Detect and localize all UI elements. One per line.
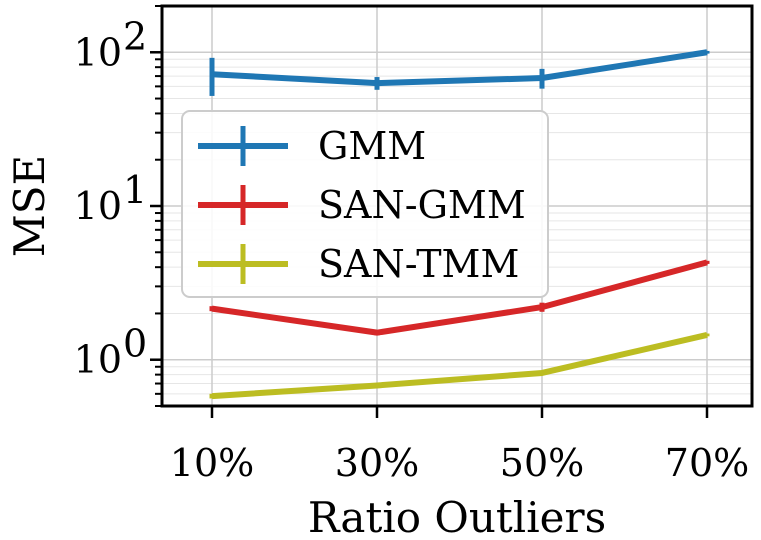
data-point (375, 331, 379, 335)
data-point (210, 307, 214, 311)
x-axis-label: Ratio Outliers (308, 493, 606, 540)
data-point (705, 333, 709, 337)
legend-label: SAN-TMM (318, 242, 519, 286)
legend-label: SAN-GMM (318, 183, 526, 227)
data-point (540, 371, 544, 375)
y-tick-label: 10 (74, 184, 122, 228)
data-point (375, 383, 379, 387)
data-point (540, 305, 544, 309)
x-tick-label: 70% (665, 441, 749, 485)
data-point (375, 81, 379, 85)
x-tick-label: 50% (500, 441, 584, 485)
series-line (211, 331, 708, 400)
series-san-gmm (209, 259, 710, 336)
x-axis: 10% 30% 50% 70% (170, 406, 749, 485)
y-axis-label: MSE (5, 155, 54, 257)
legend-box (181, 110, 549, 298)
legend-entry-gmm: GMM (198, 124, 426, 168)
series-san-tmm (209, 331, 710, 400)
y-tick-label: 10 (74, 30, 122, 74)
data-point (705, 260, 709, 264)
y-tick-exponent: 0 (123, 322, 147, 366)
x-tick-label: 10% (170, 441, 254, 485)
legend-label: GMM (318, 124, 426, 168)
legend-entry-san-gmm: SAN-GMM (198, 183, 526, 227)
series-line (211, 49, 708, 87)
y-tick-exponent: 2 (123, 14, 147, 58)
data-point (210, 72, 214, 76)
y-tick-exponent: 1 (123, 168, 147, 212)
legend-entry-san-tmm: SAN-TMM (198, 242, 519, 286)
x-tick-label: 30% (335, 441, 419, 485)
legend: GMM SAN-GMM SAN-TMM (181, 110, 549, 298)
data-point (210, 394, 214, 398)
series-line (211, 259, 708, 336)
y-tick-base: 10 (74, 30, 122, 74)
y-tick-base: 10 (74, 184, 122, 228)
y-tick-label: 10 (74, 338, 122, 382)
data-point (540, 76, 544, 80)
y-tick-base: 10 (74, 338, 122, 382)
series-layer (209, 49, 710, 400)
data-point (705, 50, 709, 54)
series-gmm (209, 49, 710, 96)
